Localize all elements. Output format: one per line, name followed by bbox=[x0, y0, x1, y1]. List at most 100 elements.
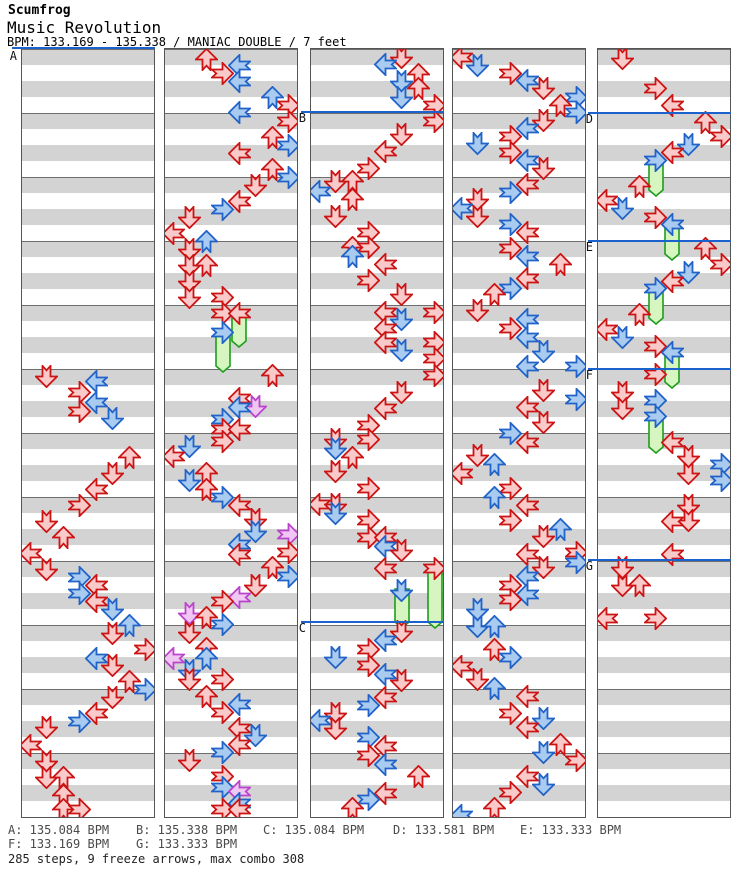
section-line-d bbox=[588, 112, 731, 114]
arrow-down-icon bbox=[101, 621, 125, 645]
arrow-left-icon bbox=[515, 266, 539, 290]
chart-column-4 bbox=[452, 48, 586, 818]
arrow-right-icon bbox=[211, 589, 235, 613]
arrow-down-icon bbox=[244, 519, 268, 543]
arrow-right-icon bbox=[357, 525, 381, 549]
arrow-right-icon bbox=[211, 612, 235, 636]
arrow-down-icon bbox=[466, 131, 490, 155]
arrow-right-icon bbox=[644, 362, 668, 386]
arrow-left-icon bbox=[453, 49, 473, 69]
arrow-right-icon bbox=[357, 427, 381, 451]
arrow-right-icon bbox=[68, 797, 92, 817]
bpm-difficulty-line: BPM: 133.169 - 135.338 / MANIAC DOUBLE /… bbox=[7, 35, 347, 49]
section-line-a bbox=[12, 47, 155, 49]
arrow-up-icon bbox=[194, 605, 218, 629]
arrow-right-icon bbox=[565, 354, 585, 378]
arrow-left-icon bbox=[515, 493, 539, 517]
arrow-down-icon bbox=[244, 507, 268, 531]
arrow-left-icon bbox=[227, 732, 251, 756]
arrow-left-icon bbox=[373, 628, 397, 652]
arrow-left-icon bbox=[373, 781, 397, 805]
arrow-up-icon bbox=[482, 452, 506, 476]
arrow-down-icon bbox=[324, 716, 348, 740]
arrow-right-icon bbox=[134, 637, 154, 661]
arrow-left-icon bbox=[515, 764, 539, 788]
arrow-down-icon bbox=[466, 298, 490, 322]
arrow-down-icon bbox=[101, 597, 125, 621]
arrow-up-icon bbox=[548, 252, 572, 276]
arrow-down-icon bbox=[324, 501, 348, 525]
arrow-right-icon bbox=[277, 540, 297, 564]
arrow-right-icon bbox=[357, 743, 381, 767]
arrow-down-icon bbox=[390, 85, 414, 109]
arrow-right-icon bbox=[211, 797, 235, 817]
section-line-g bbox=[588, 559, 731, 561]
arrow-right-icon bbox=[499, 61, 523, 85]
arrow-right-icon bbox=[710, 252, 730, 276]
arrow-down-icon bbox=[35, 715, 59, 739]
arrow-up-icon bbox=[482, 676, 506, 700]
arrow-up-icon bbox=[260, 157, 284, 181]
chart-column-3 bbox=[310, 48, 444, 818]
arrow-right-icon bbox=[644, 276, 668, 300]
arrow-right-icon bbox=[357, 693, 381, 717]
arrow-left-icon bbox=[598, 317, 618, 341]
arrow-left-icon bbox=[660, 340, 684, 364]
arrow-right-icon bbox=[357, 653, 381, 677]
section-label-a: A bbox=[9, 49, 17, 63]
arrow-left-icon bbox=[598, 188, 618, 212]
arrow-right-icon bbox=[277, 165, 297, 189]
arrow-left-icon bbox=[373, 330, 397, 354]
arrow-left-icon bbox=[515, 325, 539, 349]
arrow-right-icon bbox=[357, 476, 381, 500]
arrow-left-icon bbox=[373, 752, 397, 776]
arrow-down-icon bbox=[324, 427, 348, 451]
arrow-left-icon bbox=[515, 395, 539, 419]
arrow-up-icon bbox=[260, 125, 284, 149]
arrow-up-icon bbox=[340, 445, 364, 469]
chart-column-5 bbox=[597, 48, 731, 818]
arrow-down-icon bbox=[101, 685, 125, 709]
arrow-up-icon bbox=[51, 797, 75, 817]
arrow-right-icon bbox=[644, 76, 668, 100]
section-label-f: F bbox=[585, 368, 593, 382]
arrow-right-icon bbox=[357, 787, 381, 811]
arrow-right-icon bbox=[499, 421, 523, 445]
arrow-up-icon bbox=[260, 85, 284, 109]
arrow-down-icon bbox=[466, 597, 490, 621]
arrow-down-icon bbox=[390, 538, 414, 562]
arrow-left-icon bbox=[373, 662, 397, 686]
arrow-up-icon bbox=[194, 253, 218, 277]
arrow-down-icon bbox=[178, 237, 202, 261]
arrow-up-icon bbox=[260, 363, 284, 387]
arrow-left-icon bbox=[165, 646, 185, 670]
arrow-down-icon bbox=[101, 461, 125, 485]
arrow-up-icon bbox=[117, 613, 141, 637]
arrow-left-icon bbox=[373, 52, 397, 76]
arrow-left-icon bbox=[227, 69, 251, 93]
arrow-left-icon bbox=[660, 509, 684, 533]
bpm-section-g: G: 133.333 BPM bbox=[136, 837, 238, 851]
arrow-left-icon bbox=[515, 715, 539, 739]
arrow-down-icon bbox=[532, 524, 556, 548]
arrow-down-icon bbox=[178, 205, 202, 229]
arrow-down-icon bbox=[532, 378, 556, 402]
arrow-right-icon bbox=[499, 236, 523, 260]
arrow-down-icon bbox=[611, 196, 635, 220]
arrow-right-icon bbox=[499, 701, 523, 725]
bpm-section-d: D: 133.581 BPM bbox=[393, 823, 495, 837]
arrow-down-icon bbox=[178, 434, 202, 458]
arrow-left-icon bbox=[84, 646, 108, 670]
arrow-down-icon bbox=[611, 325, 635, 349]
arrow-down-icon bbox=[677, 461, 701, 485]
artist-name: Scumfrog bbox=[8, 3, 71, 18]
arrow-left-icon bbox=[165, 221, 185, 245]
arrow-right-icon bbox=[499, 316, 523, 340]
arrow-left-icon bbox=[311, 708, 331, 732]
arrow-left-icon bbox=[22, 541, 42, 565]
arrow-right-icon bbox=[565, 550, 585, 574]
arrow-up-icon bbox=[406, 764, 430, 788]
arrow-up-icon bbox=[482, 485, 506, 509]
arrow-down-icon bbox=[324, 492, 348, 516]
